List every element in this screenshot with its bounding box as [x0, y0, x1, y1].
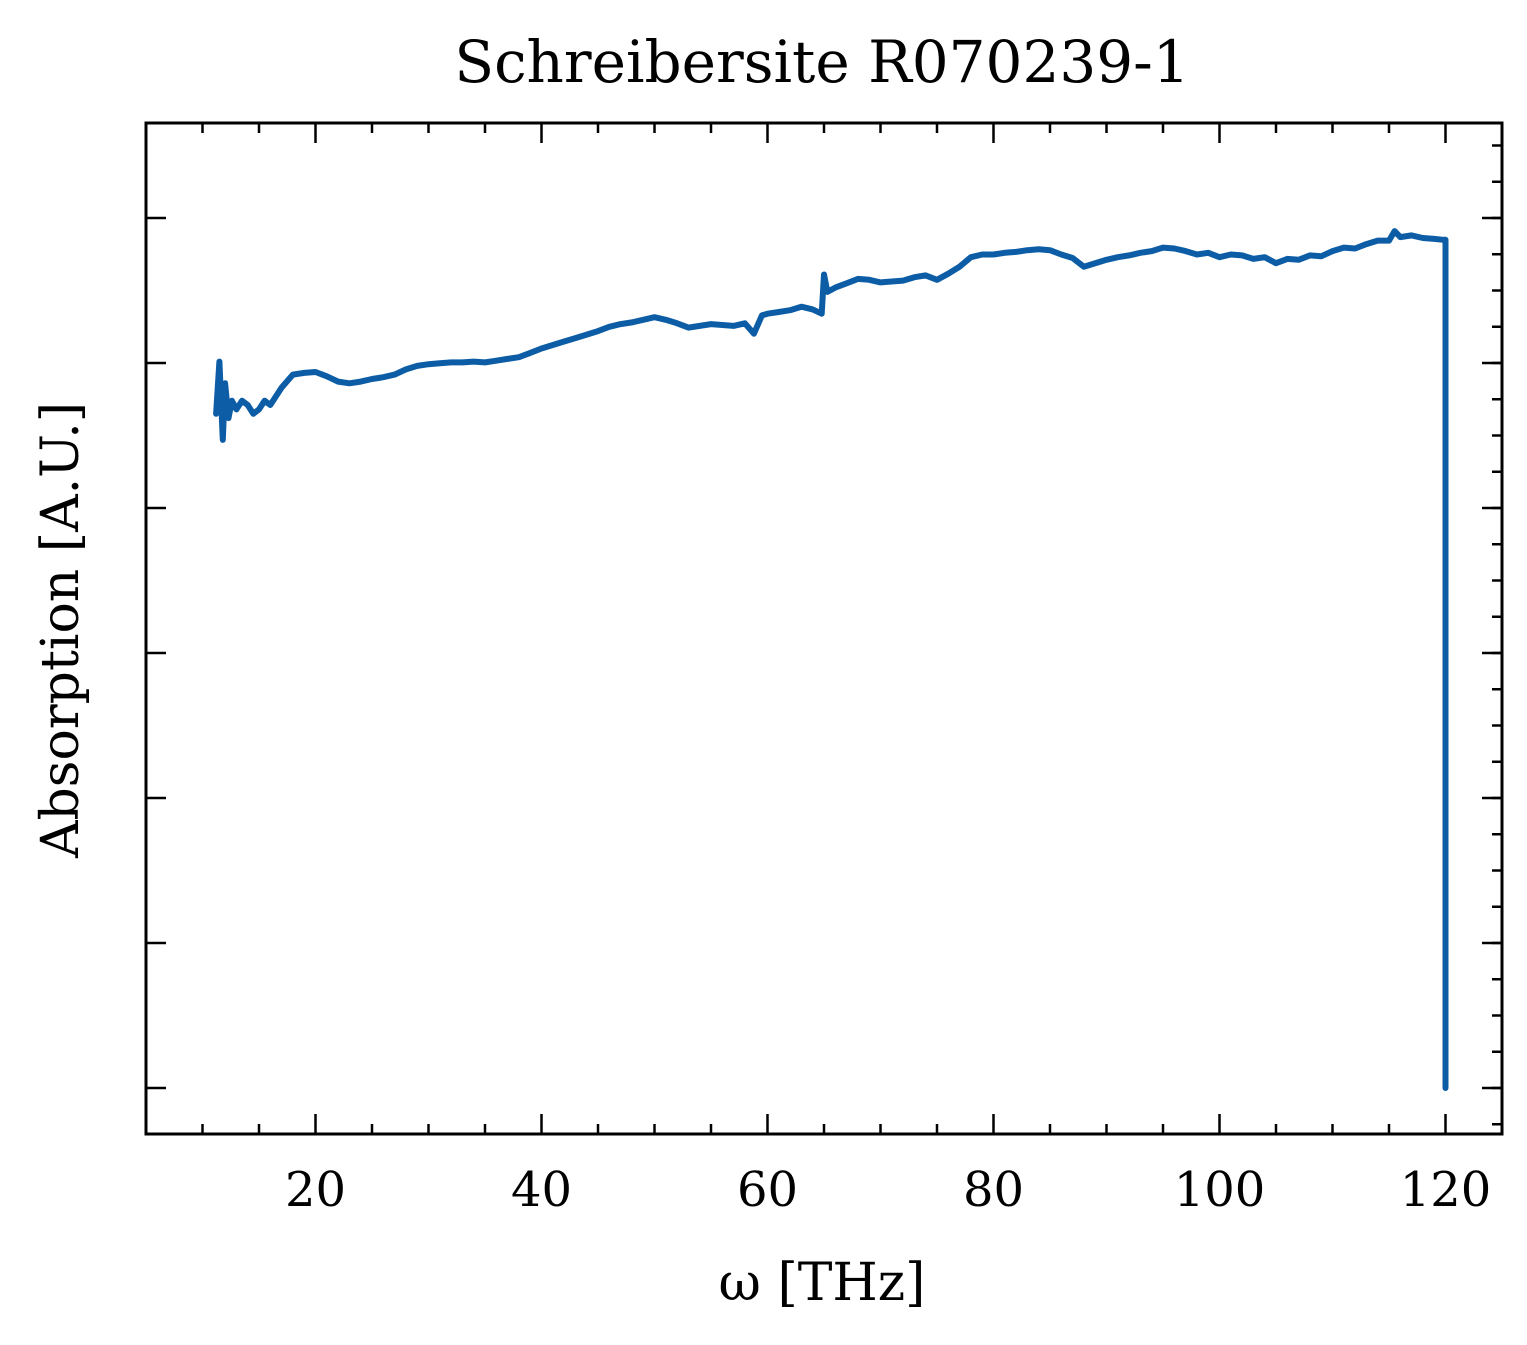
x-tick-labels: 20 40 60 80 100 120: [285, 1162, 1491, 1218]
axis-ticks: [146, 123, 1504, 1134]
x-tick-label: 100: [1174, 1162, 1266, 1218]
x-tick-label: 40: [511, 1162, 572, 1218]
y-axis-label: Absorption [A.U.]: [31, 402, 91, 859]
x-tick-label: 20: [285, 1162, 346, 1218]
x-tick-label: 80: [963, 1162, 1024, 1218]
absorption-series-line: [213, 228, 1449, 1091]
x-axis-label: ω [THz]: [719, 1253, 926, 1313]
x-tick-label: 60: [737, 1162, 798, 1218]
x-tick-label: 120: [1400, 1162, 1492, 1218]
plot-frame: [144, 121, 1504, 1136]
chart-title: Schreibersite R070239-1: [454, 28, 1189, 96]
